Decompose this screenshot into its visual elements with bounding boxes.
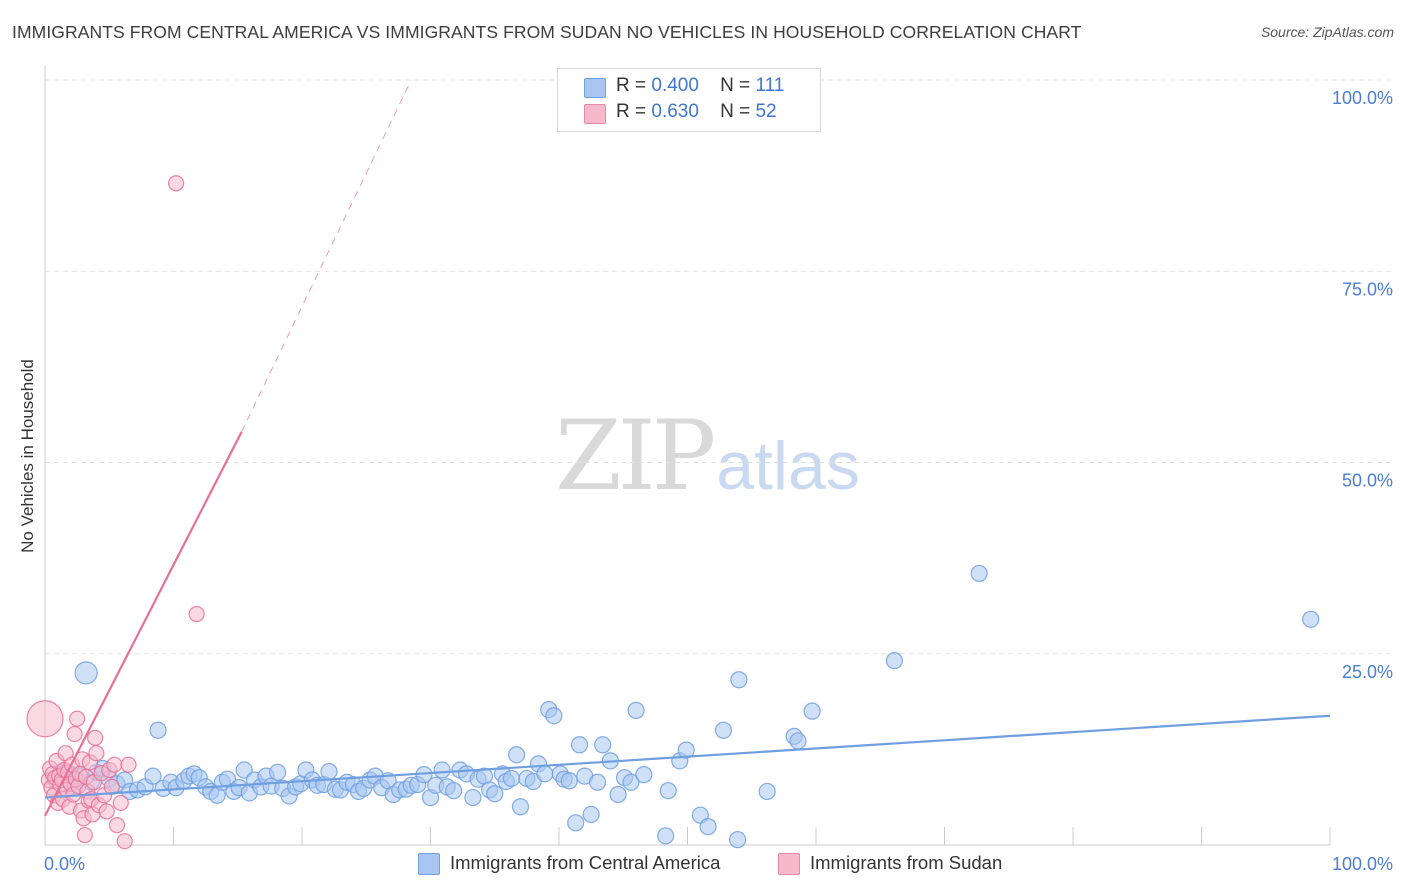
point-central-america-89 — [560, 772, 578, 790]
point-central-america-108 — [714, 721, 733, 739]
point-central-america-97 — [609, 785, 627, 804]
point-central-america-95 — [594, 736, 612, 754]
legend-swatch-central-america — [418, 853, 440, 875]
legend-label: Immigrants from Sudan — [810, 852, 1003, 873]
point-central-america-32 — [235, 761, 253, 779]
point-sudan-37 — [87, 729, 104, 747]
y-tick-label-75: 75.0% — [1342, 279, 1393, 299]
x-tick-label-100: 100.0% — [1332, 854, 1393, 874]
point-central-america-102 — [657, 827, 675, 845]
point-central-america-107 — [699, 818, 717, 836]
point-sudan-29 — [76, 826, 93, 844]
point-central-america-78 — [502, 769, 521, 788]
watermark-zip: ZIP — [555, 400, 716, 512]
point-sudan-51 — [188, 605, 205, 623]
r-label: R = — [616, 75, 647, 96]
point-central-america-91 — [570, 736, 589, 754]
point-central-america-111 — [758, 782, 776, 801]
point-central-america-71 — [464, 788, 482, 807]
point-sudan-46 — [108, 817, 126, 834]
n-label: N = — [720, 75, 751, 96]
stats-swatch-sudan — [584, 104, 606, 124]
n-value: 52 — [755, 101, 777, 122]
point-central-america-93 — [582, 805, 600, 824]
point-central-america-101 — [635, 766, 653, 784]
trend-line-sudan-extrapolated — [241, 79, 412, 433]
point-central-america-114 — [803, 702, 821, 720]
series-central-america — [46, 564, 1320, 849]
point-sudan-49 — [120, 756, 137, 773]
point-central-america-90 — [567, 814, 585, 832]
tick-labels: 25.0% 50.0% 75.0% 100.0% 0.0% 100.0% — [44, 88, 1393, 874]
point-central-america-109 — [729, 831, 747, 849]
point-central-america-86 — [545, 707, 563, 725]
trend-lines — [44, 79, 1331, 817]
point-central-america-113 — [789, 732, 807, 750]
y-tick-label-50: 50.0% — [1342, 471, 1393, 491]
legend-swatch-sudan — [778, 853, 800, 875]
point-central-america-84 — [536, 765, 554, 783]
point-central-america-116 — [970, 564, 988, 583]
point-central-america-94 — [588, 773, 607, 791]
point-sudan-42 — [98, 803, 115, 820]
point-sudan-50 — [167, 175, 185, 192]
point-sudan-48 — [116, 833, 133, 850]
point-central-america-80 — [511, 798, 530, 816]
point-central-america-47 — [320, 762, 338, 781]
y-tick-label-25: 25.0% — [1342, 662, 1393, 682]
r-label: R = — [616, 101, 647, 122]
point-sudan-23 — [69, 710, 86, 727]
point-central-america-17 — [149, 721, 167, 739]
point-central-america-115 — [885, 652, 903, 670]
r-value: 0.630 — [651, 101, 699, 122]
point-central-america-110 — [730, 671, 748, 689]
stats-swatch-central-america — [584, 78, 606, 98]
trend-line-sudan — [44, 431, 243, 817]
point-central-america-105 — [677, 741, 695, 759]
point-central-america-99 — [622, 773, 640, 791]
r-value: 0.400 — [651, 75, 699, 96]
point-central-america-100 — [627, 701, 645, 719]
y-tick-label-100: 100.0% — [1332, 88, 1393, 108]
point-central-america-16 — [144, 767, 162, 785]
point-sudan-0 — [26, 700, 64, 738]
point-central-america-68 — [445, 782, 463, 800]
point-central-america-117 — [1302, 610, 1320, 628]
point-sudan-47 — [112, 794, 129, 812]
legend-label: Immigrants from Central America — [450, 852, 721, 873]
source-label: Source: ZipAtlas.com — [1260, 24, 1394, 40]
point-central-america-38 — [268, 763, 287, 781]
n-label: N = — [720, 101, 751, 122]
watermark-atlas: atlas — [716, 428, 860, 504]
watermark: ZIPatlas — [555, 400, 860, 512]
point-central-america-6 — [74, 661, 98, 685]
point-central-america-79 — [507, 746, 526, 764]
point-central-america-75 — [486, 785, 504, 803]
n-value: 111 — [755, 75, 785, 96]
point-central-america-103 — [659, 782, 677, 800]
point-sudan-21 — [66, 725, 83, 743]
x-tick-label-0: 0.0% — [44, 854, 85, 874]
grid-lines — [45, 79, 1392, 655]
trend-line-central-america — [44, 714, 1331, 799]
chart-title: IMMIGRANTS FROM CENTRAL AMERICA VS IMMIG… — [12, 22, 1082, 42]
point-sudan-38 — [88, 745, 105, 762]
stats-legend: R = 0.400 N = 111 R = 0.630 N = 52 — [557, 68, 821, 132]
series-sudan — [26, 175, 205, 850]
point-central-america-66 — [433, 761, 451, 779]
point-sudan-45 — [106, 756, 123, 773]
